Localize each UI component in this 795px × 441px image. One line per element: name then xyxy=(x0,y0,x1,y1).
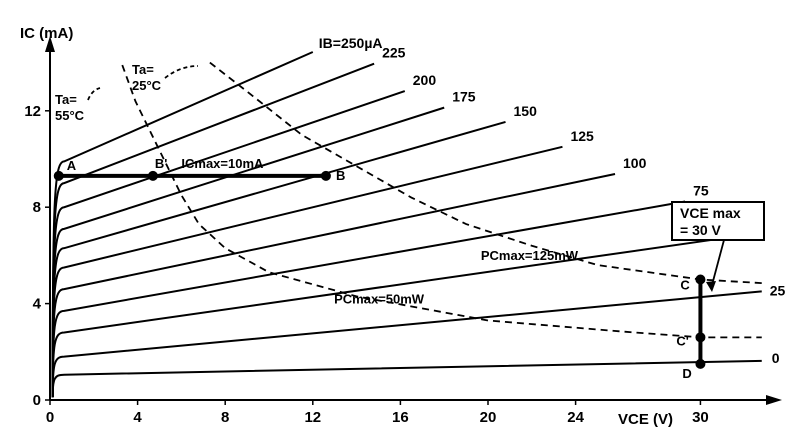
operating-points-layer: ICmax=10mA A B' B C C' D xyxy=(53,156,706,381)
operating-point-label: B' xyxy=(155,156,167,171)
x-tick-label: 20 xyxy=(480,409,497,426)
x-tick-label: 16 xyxy=(392,409,409,426)
ta-55-line2: 55°C xyxy=(55,108,85,123)
pc-max-label: PCmax=50mW xyxy=(334,292,425,307)
pc-max-label: PCmax=125mW xyxy=(481,248,579,263)
tick-layer: 0 4 8 12 16 20 24 30 0 4 8 12 xyxy=(24,103,708,426)
operating-point xyxy=(695,358,706,369)
ib-curve xyxy=(51,172,616,398)
vce-max-box-label: VCE max = 30 V xyxy=(680,205,741,238)
x-tick-label: 30 xyxy=(692,409,709,426)
ib-curve-label: 0 xyxy=(772,350,780,366)
vce-max-line1: VCE max xyxy=(680,205,741,221)
y-axis-label: IC (mA) xyxy=(20,25,73,42)
ta-55-line1: Ta= xyxy=(55,92,77,107)
x-axis-label: VCE (V) xyxy=(618,411,673,428)
x-tick-label: 8 xyxy=(221,409,229,426)
vce-max-pointer xyxy=(711,239,725,286)
operating-point xyxy=(147,170,158,181)
ta-55-label: Ta= 55°C xyxy=(55,92,85,123)
vce-max-box xyxy=(671,201,765,241)
operating-point-label: C xyxy=(680,278,690,293)
ib-curve-label: 175 xyxy=(452,89,476,105)
operating-point-label: A xyxy=(67,158,77,173)
y-tick-label: 0 xyxy=(33,392,41,409)
operating-point-label: B xyxy=(336,168,345,183)
y-axis-arrow xyxy=(45,36,55,52)
ib-curve-label: 150 xyxy=(514,103,538,119)
ta-25-pointer xyxy=(164,65,199,79)
icmax-label: ICmax=10mA xyxy=(181,156,264,171)
operating-point xyxy=(695,274,706,285)
pc-max-curve xyxy=(121,64,762,339)
x-tick-label: 12 xyxy=(304,409,321,426)
ib-curve xyxy=(51,106,445,398)
ib-curve-label: 100 xyxy=(623,155,647,171)
ta-25-label: Ta= 25°C xyxy=(132,62,162,93)
ta-55-pointer xyxy=(87,87,101,101)
ta-25-line1: Ta= xyxy=(132,62,154,77)
x-axis-arrow xyxy=(766,395,782,405)
ib-curve-label: 225 xyxy=(382,45,406,61)
x-tick-label: 24 xyxy=(567,409,584,426)
operating-point xyxy=(320,170,331,181)
ib-curve xyxy=(51,290,762,398)
ib-curve-label: 75 xyxy=(693,183,709,199)
ib-curve-label: 125 xyxy=(570,128,594,144)
x-tick-label: 4 xyxy=(133,409,142,426)
ib-curve-label: 200 xyxy=(413,72,437,88)
y-tick-label: 8 xyxy=(33,199,41,216)
vce-max-line2: = 30 V xyxy=(680,222,722,238)
operating-point xyxy=(53,170,64,181)
operating-point xyxy=(695,332,706,343)
y-tick-label: 12 xyxy=(24,103,41,120)
ib-curve-label: IB=250µA xyxy=(319,35,383,51)
power-dissipation-curves: PCmax=50mW PCmax=125mW xyxy=(121,61,762,339)
ib-curve xyxy=(51,359,762,398)
ib-curve xyxy=(51,120,506,398)
y-tick-label: 4 xyxy=(33,296,42,313)
pc-max-curve xyxy=(209,61,762,285)
operating-point-label: D xyxy=(682,366,691,381)
ta-25-line2: 25°C xyxy=(132,78,162,93)
x-tick-label: 0 xyxy=(46,409,54,426)
vce-max-pointer-head xyxy=(706,281,716,292)
operating-point-label: C' xyxy=(676,333,688,348)
ib-curve-label: 25 xyxy=(770,282,786,298)
